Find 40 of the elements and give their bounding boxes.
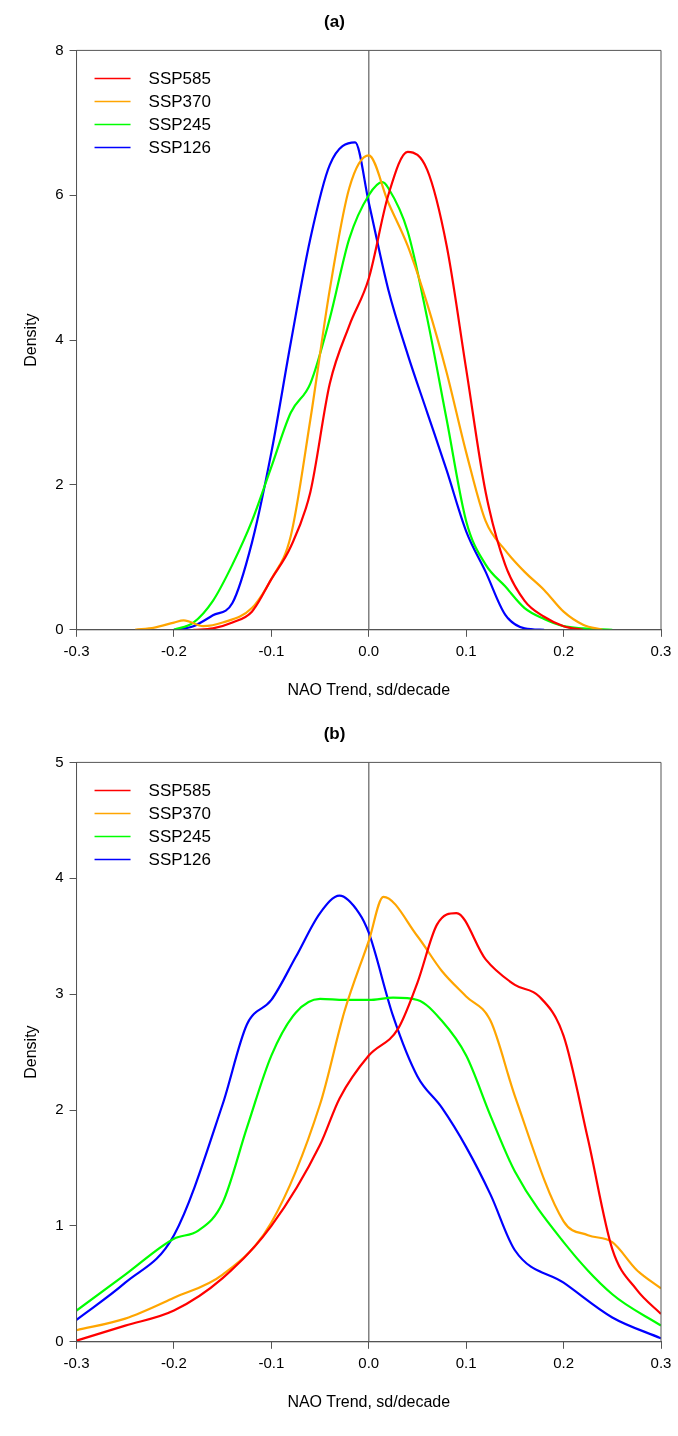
x-tick-label: -0.2 [161, 641, 187, 659]
x-tick-label: 0.0 [358, 641, 380, 659]
x-tick-label: -0.1 [258, 1353, 285, 1371]
x-axis-title: NAO Trend, sd/decade [287, 1392, 451, 1410]
legend-label: SSP245 [148, 827, 211, 847]
chart-title: (a) [324, 11, 345, 31]
x-tick-label: 0.1 [455, 641, 477, 659]
y-tick-label: 8 [55, 40, 64, 58]
x-tick-label: 0.2 [553, 641, 575, 659]
x-tick-label: 0.3 [650, 1353, 672, 1371]
y-axis-title: Density [22, 313, 40, 367]
x-tick-label: -0.3 [63, 1353, 90, 1371]
y-axis-title: Density [22, 1025, 40, 1079]
legend-label: SSP585 [148, 69, 211, 89]
legend-label: SSP126 [148, 138, 211, 158]
legend-label: SSP585 [148, 781, 211, 801]
x-tick-label: 0.2 [553, 1353, 575, 1371]
legend-label: SSP370 [148, 804, 211, 824]
x-tick-label: 0.3 [650, 641, 672, 659]
chart-title: (b) [323, 723, 346, 743]
y-tick-label: 5 [55, 752, 64, 770]
line-series [76, 996, 661, 1327]
y-tick-label: 4 [55, 330, 64, 348]
y-tick-label: 2 [55, 1100, 64, 1118]
x-tick-label: -0.2 [161, 1353, 187, 1371]
legend-label: SSP245 [148, 115, 211, 135]
legend-label: SSP126 [148, 850, 211, 870]
x-tick-label: 0.1 [455, 1353, 477, 1371]
x-tick-label: -0.1 [258, 641, 285, 659]
y-tick-label: 0 [55, 619, 64, 637]
legend-label: SSP370 [148, 92, 211, 112]
y-tick-label: 3 [55, 984, 64, 1002]
y-tick-label: 6 [55, 185, 64, 203]
y-tick-label: 0 [55, 1331, 64, 1349]
x-tick-label: 0.0 [358, 1353, 380, 1371]
x-tick-label: -0.3 [63, 641, 90, 659]
y-tick-label: 1 [55, 1216, 64, 1234]
x-axis-title: NAO Trend, sd/decade [287, 680, 451, 698]
y-tick-label: 4 [55, 868, 64, 886]
y-tick-label: 2 [55, 475, 64, 493]
